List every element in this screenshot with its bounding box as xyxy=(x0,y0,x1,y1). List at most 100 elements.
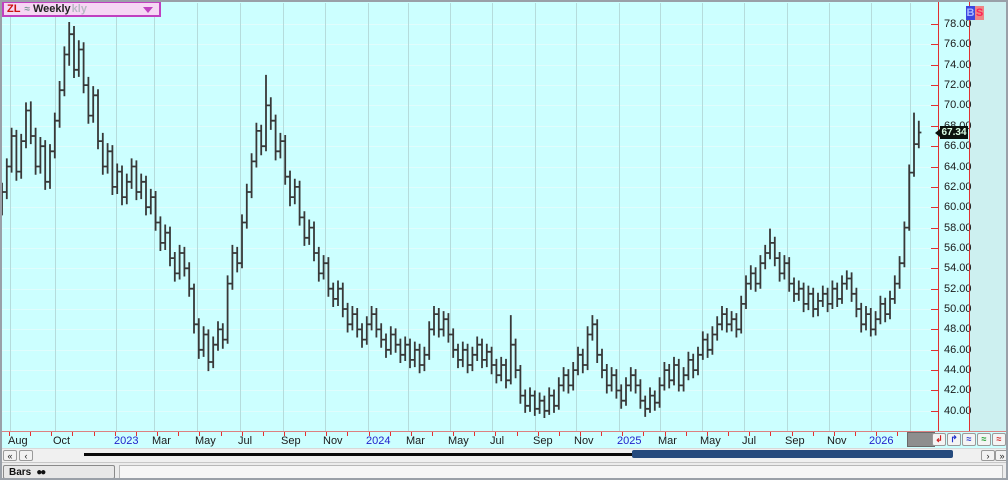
horizontal-gridlines xyxy=(0,24,938,412)
date-axis-label: Aug xyxy=(8,435,28,447)
date-axis-thumb[interactable] xyxy=(907,432,935,447)
binoculars-icon: ●● xyxy=(36,466,46,478)
date-tick xyxy=(157,432,158,436)
tab-bar: Bars ●● xyxy=(0,462,1008,480)
date-tick xyxy=(495,432,496,436)
price-axis-label: 52.00 xyxy=(944,283,972,295)
date-tick xyxy=(770,432,771,436)
date-axis-label: Jul xyxy=(742,435,757,447)
price-axis-label: 60.00 xyxy=(944,201,972,213)
date-tick xyxy=(855,432,856,436)
date-axis-label: Mar xyxy=(658,435,677,447)
date-tick xyxy=(72,432,73,436)
date-tick xyxy=(305,432,306,436)
price-axis-label: 70.00 xyxy=(944,99,972,111)
chart-plot-area[interactable] xyxy=(0,0,938,431)
scrollbar-track[interactable] xyxy=(84,453,632,456)
date-axis-label: May xyxy=(448,435,469,447)
price-tick xyxy=(931,105,938,106)
date-tick xyxy=(242,432,243,436)
date-tick xyxy=(601,432,602,436)
date-tick xyxy=(559,432,560,436)
date-axis-label: May xyxy=(700,435,721,447)
price-tick xyxy=(931,65,938,66)
price-axis-label: 54.00 xyxy=(944,262,972,274)
date-axis-label: Mar xyxy=(152,435,171,447)
price-tick xyxy=(931,85,938,86)
price-tick xyxy=(931,411,938,412)
link-forward-button[interactable]: ↱ xyxy=(947,433,961,446)
price-axis-label: 48.00 xyxy=(944,323,972,335)
price-axis-label: 64.00 xyxy=(944,161,972,173)
date-axis-label: 2026 xyxy=(869,435,894,447)
chart-background xyxy=(0,2,938,431)
price-tick xyxy=(931,268,938,269)
date-tick xyxy=(326,432,327,436)
date-axis-label: 2024 xyxy=(366,435,391,447)
date-tick xyxy=(136,432,137,436)
date-axis-label: Nov xyxy=(323,435,343,447)
date-tick xyxy=(347,432,348,436)
price-axis-label: 46.00 xyxy=(944,344,972,356)
date-tick xyxy=(178,432,179,436)
date-axis[interactable]: Aug Oct 2023 Mar May Jul Sep Nov 2024 Mar May Jul Se… xyxy=(0,431,1008,448)
date-tick xyxy=(411,432,412,436)
wave-red-button[interactable]: ≈ xyxy=(992,433,1006,446)
chevron-down-icon[interactable] xyxy=(143,7,153,13)
price-axis-label: 56.00 xyxy=(944,242,972,254)
price-tick xyxy=(931,309,938,310)
price-tick xyxy=(931,24,938,25)
last-price-tag: 67.34 xyxy=(935,126,968,139)
price-tick xyxy=(931,228,938,229)
date-tick xyxy=(897,432,898,436)
date-axis-label: Sep xyxy=(785,435,805,447)
price-tick xyxy=(931,350,938,351)
date-tick xyxy=(453,432,454,436)
date-tick xyxy=(686,432,687,436)
date-axis-label: Nov xyxy=(827,435,847,447)
date-tick xyxy=(517,432,518,436)
symbol-period-combo[interactable]: ZL ≈ Weekly kly xyxy=(2,1,161,17)
period-label: Weekly xyxy=(32,3,71,15)
date-tick xyxy=(9,432,10,436)
tab-bars[interactable]: Bars ●● xyxy=(3,465,115,479)
price-tick xyxy=(931,207,938,208)
wave-green-button[interactable]: ≈ xyxy=(977,433,991,446)
vertical-gridlines xyxy=(10,3,911,431)
date-tick xyxy=(749,432,750,436)
date-axis-label: Sep xyxy=(281,435,301,447)
scrollbar-row: « ‹ › » xyxy=(0,448,1008,462)
price-tick xyxy=(931,370,938,371)
date-tick xyxy=(622,432,623,436)
scroll-left-button[interactable]: ‹ xyxy=(19,450,33,461)
date-axis-label: May xyxy=(195,435,216,447)
date-tick xyxy=(199,432,200,436)
wave-blue-button[interactable]: ≈ xyxy=(962,433,976,446)
scroll-right-button[interactable]: › xyxy=(981,450,995,461)
ohlc-bars xyxy=(0,22,922,418)
date-axis-label: Jul xyxy=(238,435,253,447)
scroll-far-left-button[interactable]: « xyxy=(3,450,17,461)
sell-button[interactable]: S xyxy=(975,6,984,20)
scroll-far-right-button[interactable]: » xyxy=(995,450,1008,461)
link-back-button[interactable]: ↲ xyxy=(932,433,946,446)
date-tick xyxy=(432,432,433,436)
scrollbar-thumb[interactable] xyxy=(632,450,953,458)
date-tick xyxy=(792,432,793,436)
date-tick xyxy=(263,432,264,436)
date-axis-label: Mar xyxy=(406,435,425,447)
buy-button[interactable]: B xyxy=(966,6,975,20)
price-axis-label: 74.00 xyxy=(944,59,972,71)
price-tick xyxy=(931,187,938,188)
price-tick xyxy=(931,126,938,127)
date-tick xyxy=(30,432,31,436)
tab-bar-empty-field xyxy=(119,465,1003,479)
tab-bars-label: Bars xyxy=(9,466,32,478)
date-tick xyxy=(834,432,835,436)
price-tick xyxy=(931,146,938,147)
price-tick xyxy=(931,329,938,330)
date-tick xyxy=(665,432,666,436)
date-axis-label: 2025 xyxy=(617,435,642,447)
date-tick xyxy=(51,432,52,436)
